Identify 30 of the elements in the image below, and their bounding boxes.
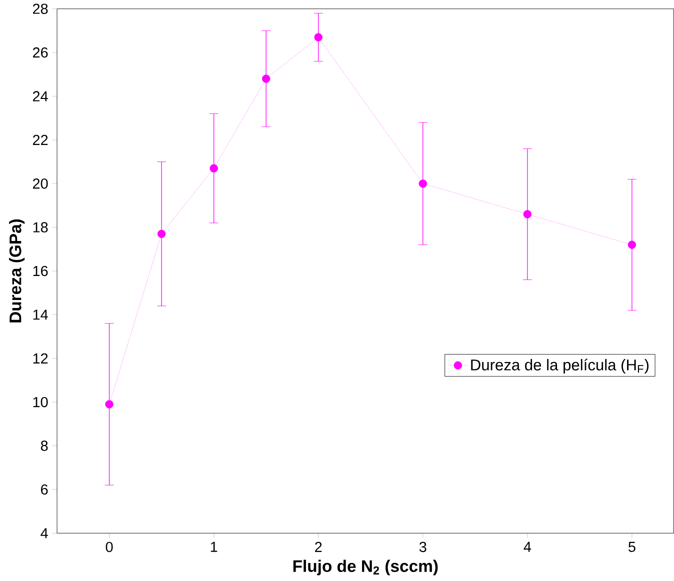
x-tick-label: 5: [628, 542, 636, 552]
y-tick-label: 26: [32, 47, 48, 58]
point: [314, 32, 322, 42]
y-tick-label: 8: [40, 440, 48, 451]
y-axis-title: Dureza (GPa): [9, 219, 25, 322]
y-tick-label: 12: [33, 353, 48, 364]
y-tick-label: 20: [32, 178, 48, 189]
y-tick-label: 4: [40, 528, 48, 538]
point: [523, 210, 532, 218]
point: [105, 400, 114, 408]
y-tick-label: 28: [32, 4, 48, 14]
y-tick-label: 16: [33, 266, 48, 276]
x-tick-label: 1: [210, 542, 218, 552]
point: [210, 164, 218, 172]
y-tick-label: 6: [41, 484, 48, 494]
y-tick-label: 10: [33, 396, 48, 408]
point: [418, 179, 428, 188]
x-tick-label: 3: [419, 542, 426, 552]
x-tick-label: 4: [524, 542, 532, 552]
x-tick-label: 2: [315, 542, 322, 552]
legend-label: Dureza de la película (H$_{F}$): [471, 358, 649, 374]
x-axis-title: Flujo de N$_{2}$ (sccm): [293, 560, 438, 576]
point: [262, 74, 270, 83]
y-tick-label: 18: [33, 222, 48, 232]
point: [157, 230, 166, 238]
y-tick-label: 22: [32, 134, 48, 145]
x-tick-label: 0: [106, 542, 113, 552]
y-tick-label: 14: [33, 310, 48, 320]
y-tick-label: 24: [32, 91, 48, 102]
point: [628, 240, 636, 249]
